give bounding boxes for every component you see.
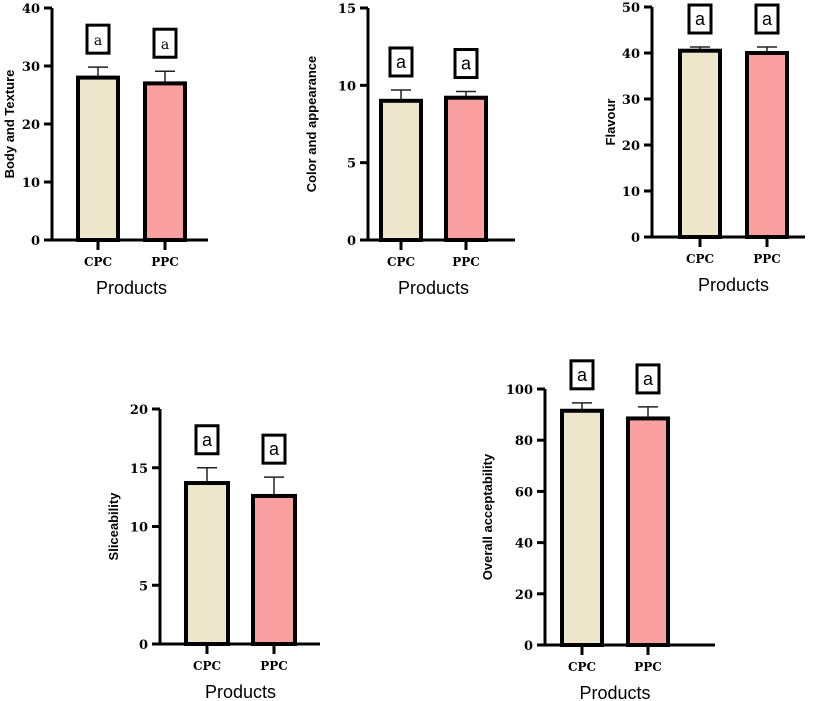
significance-box [152, 27, 178, 59]
category-label: CPC [193, 659, 221, 673]
category-label: CPC [686, 252, 714, 266]
significance-box [635, 363, 661, 395]
y-tick-label: 40 [622, 47, 640, 62]
significance-box [85, 23, 111, 55]
bar-cpc [184, 481, 230, 646]
y-axis-label: Overall acceptability [480, 453, 495, 580]
significance-letter: a [202, 430, 213, 450]
y-axis-label: Flavour [603, 99, 618, 146]
significance-letter: a [643, 369, 654, 389]
x-axis-label: Products [698, 275, 769, 295]
y-tick-label: 10 [22, 176, 40, 191]
significance-letter: a [762, 9, 773, 29]
y-tick-label: 50 [622, 1, 640, 16]
significance-box [754, 3, 780, 35]
y-tick-label: 100 [506, 383, 533, 398]
y-tick-label: 20 [22, 118, 40, 133]
y-axis-label: Body and Texture [2, 70, 17, 179]
category-label: PPC [260, 659, 288, 673]
y-tick-label: 20 [130, 403, 148, 418]
x-axis-label: Products [398, 278, 469, 298]
y-tick-label: 20 [515, 588, 533, 603]
bar-ppc [444, 95, 488, 242]
significance-letter: a [269, 439, 280, 459]
y-tick-label: 60 [515, 485, 533, 500]
y-tick-label: 0 [347, 234, 356, 249]
y-tick-label: 10 [338, 79, 356, 94]
significance-letter: a [695, 9, 706, 29]
significance-box [194, 424, 220, 456]
y-axis-label: Color and appearance [304, 56, 319, 193]
category-label: PPC [452, 255, 480, 269]
bar-cpc [678, 48, 722, 240]
significance-letter: a [161, 37, 169, 53]
category-label: CPC [387, 255, 415, 269]
significance-box [569, 359, 595, 391]
x-axis-label: Products [96, 278, 167, 298]
category-label: PPC [634, 660, 662, 674]
y-tick-label: 20 [622, 139, 640, 154]
y-tick-label: 40 [515, 537, 533, 552]
y-tick-label: 0 [631, 231, 640, 246]
bar-cpc [76, 75, 120, 242]
bar-cpc [560, 408, 604, 648]
y-tick-label: 80 [515, 434, 533, 449]
y-axis-label: Sliceability [106, 492, 121, 561]
bar-ppc [143, 81, 187, 243]
bar-ppc [251, 493, 297, 647]
x-axis-label: Products [579, 683, 650, 701]
y-tick-label: 10 [622, 185, 640, 200]
y-tick-label: 40 [22, 2, 40, 17]
y-tick-label: 5 [139, 579, 148, 594]
y-tick-label: 0 [139, 638, 148, 653]
category-label: CPC [568, 660, 596, 674]
category-label: CPC [84, 255, 112, 269]
bar-cpc [379, 98, 423, 242]
y-tick-label: 30 [22, 60, 40, 75]
category-label: PPC [753, 252, 781, 266]
significance-box [453, 48, 479, 80]
x-axis-label: Products [205, 682, 276, 701]
significance-box [687, 3, 713, 35]
y-tick-label: 0 [31, 234, 40, 249]
category-label: PPC [151, 255, 179, 269]
y-tick-label: 15 [338, 2, 356, 17]
y-tick-label: 15 [130, 462, 148, 477]
significance-letter: a [94, 33, 102, 49]
significance-box [388, 46, 414, 78]
significance-letter: a [461, 54, 472, 74]
bar-ppc [745, 51, 789, 239]
significance-letter: a [396, 52, 407, 72]
significance-letter: a [577, 365, 588, 385]
y-tick-label: 5 [347, 157, 356, 172]
y-tick-label: 10 [130, 521, 148, 536]
y-tick-label: 30 [622, 93, 640, 108]
bar-ppc [626, 416, 670, 647]
significance-box [261, 433, 287, 465]
y-tick-label: 0 [524, 639, 533, 654]
